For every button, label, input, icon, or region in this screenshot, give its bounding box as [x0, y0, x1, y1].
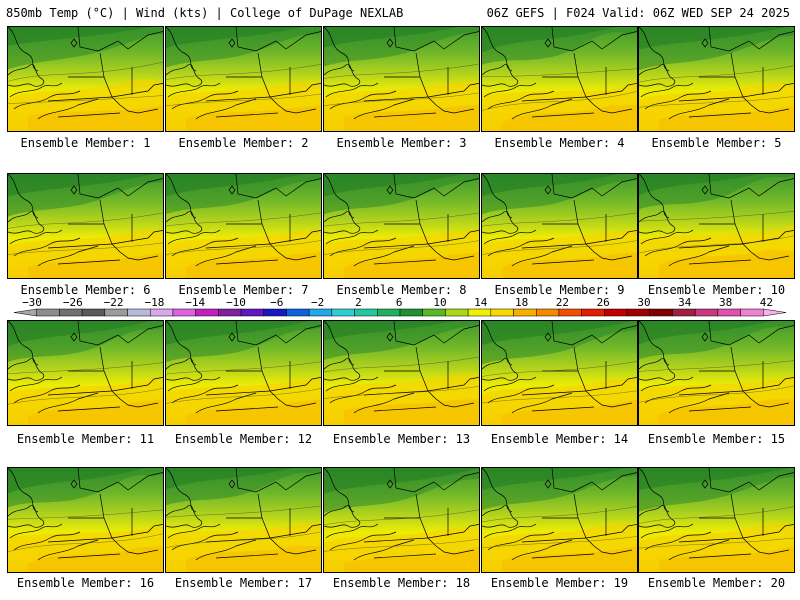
ensemble-member-map	[481, 320, 638, 426]
colorbar-tick-label: −26	[63, 296, 83, 309]
colorbar-swatch	[104, 308, 128, 317]
map-title: 850mb Temp (°C) | Wind (kts) | College o…	[6, 6, 404, 20]
ensemble-member-label: Ensemble Member: 15	[647, 432, 786, 446]
ensemble-member-label: Ensemble Member: 8	[336, 283, 467, 297]
ensemble-member-label: Ensemble Member: 4	[494, 136, 625, 150]
ensemble-member-label: Ensemble Member: 19	[490, 576, 629, 590]
colorbar-swatch	[172, 308, 196, 317]
ensemble-member-label: Ensemble Member: 1	[20, 136, 151, 150]
ensemble-member-label: Ensemble Member: 5	[651, 136, 782, 150]
colorbar-swatch	[513, 308, 537, 317]
colorbar-swatch	[308, 308, 333, 317]
colorbar-swatch	[59, 308, 83, 317]
colorbar-swatch	[263, 308, 287, 317]
colorbar-tick-label: 6	[396, 296, 403, 309]
colorbar-tick-label: 34	[678, 296, 692, 309]
colorbar-swatch	[81, 308, 106, 317]
ensemble-member-map	[323, 320, 480, 426]
ensemble-member-map	[323, 173, 480, 279]
colorbar-tick-label: 30	[637, 296, 650, 309]
colorbar-swatch	[467, 308, 492, 317]
colorbar-tick-label: 10	[433, 296, 446, 309]
ensemble-member-label: Ensemble Member: 11	[16, 432, 155, 446]
colorbar-swatch	[195, 308, 219, 317]
ensemble-member-label: Ensemble Member: 18	[332, 576, 471, 590]
ensemble-member-label: Ensemble Member: 9	[494, 283, 625, 297]
ensemble-member-label: Ensemble Member: 12	[174, 432, 313, 446]
colorbar-swatch	[422, 308, 446, 317]
ensemble-member-map	[165, 26, 322, 132]
temperature-colorbar: −30 −26 −22 −18 −14 −10 −6 −2 2 6 10 14 18 22 26 30 34 38…	[13, 296, 787, 317]
ensemble-member-label: Ensemble Member: 17	[174, 576, 313, 590]
colorbar-swatch	[218, 308, 242, 317]
colorbar-swatch	[127, 308, 151, 317]
ensemble-member-map	[323, 26, 480, 132]
colorbar-tick-label: −30	[22, 296, 42, 309]
ensemble-member-label: Ensemble Member: 16	[16, 576, 155, 590]
colorbar-tick-label: −14	[185, 296, 205, 309]
colorbar-swatch	[399, 308, 423, 317]
colorbar-swatch	[763, 308, 787, 317]
ensemble-member-map	[481, 467, 638, 573]
colorbar-swatch	[626, 308, 651, 317]
ensemble-member-label: Ensemble Member: 6	[20, 283, 151, 297]
colorbar-tick-label: 18	[515, 296, 528, 309]
colorbar-swatch	[649, 308, 673, 317]
ensemble-member-map	[323, 467, 480, 573]
ensemble-member-label: Ensemble Member: 7	[178, 283, 309, 297]
ensemble-member-map	[638, 173, 795, 279]
colorbar-tick-label: 26	[597, 296, 610, 309]
colorbar-tick-label: −18	[144, 296, 164, 309]
colorbar-swatch	[331, 308, 355, 317]
ensemble-member-label: Ensemble Member: 14	[490, 432, 629, 446]
colorbar-tick-label: 14	[474, 296, 488, 309]
colorbar-tick-label: −6	[270, 296, 283, 309]
ensemble-member-map	[165, 320, 322, 426]
ensemble-member-label: Ensemble Member: 10	[647, 283, 786, 297]
colorbar-tick-label: 2	[355, 296, 362, 309]
colorbar-swatch	[558, 308, 582, 317]
ensemble-member-label: Ensemble Member: 2	[178, 136, 309, 150]
colorbar-tick-label: 42	[760, 296, 773, 309]
colorbar-swatch	[149, 308, 174, 317]
ensemble-member-map	[7, 173, 164, 279]
ensemble-member-map	[7, 467, 164, 573]
ensemble-member-map	[7, 320, 164, 426]
colorbar-swatch	[354, 308, 378, 317]
colorbar-swatch	[694, 308, 719, 317]
colorbar-swatch	[445, 308, 469, 317]
ensemble-member-map	[638, 26, 795, 132]
ensemble-member-map	[481, 173, 638, 279]
colorbar-tick-label: 22	[556, 296, 569, 309]
colorbar-swatch	[604, 308, 628, 317]
colorbar-swatch	[240, 308, 265, 317]
colorbar-tick-label: 38	[719, 296, 732, 309]
ensemble-member-label: Ensemble Member: 20	[647, 576, 786, 590]
colorbar-swatch	[581, 308, 605, 317]
colorbar-swatch	[490, 308, 514, 317]
colorbar-tick-label: −22	[104, 296, 124, 309]
model-run-info: 06Z GEFS | F024 Valid: 06Z WED SEP 24 20…	[486, 6, 790, 20]
colorbar-tick-label: −10	[226, 296, 246, 309]
ensemble-member-map	[165, 467, 322, 573]
colorbar-swatch	[740, 308, 764, 317]
ensemble-member-label: Ensemble Member: 13	[332, 432, 471, 446]
colorbar-tick-label: −2	[311, 296, 324, 309]
colorbar-swatch	[535, 308, 560, 317]
colorbar-swatch	[13, 308, 37, 317]
ensemble-member-label: Ensemble Member: 3	[336, 136, 467, 150]
colorbar-swatch	[672, 308, 696, 317]
ensemble-member-map	[638, 467, 795, 573]
colorbar-swatch	[717, 308, 741, 317]
colorbar-swatch	[377, 308, 401, 317]
ensemble-member-map	[7, 26, 164, 132]
colorbar-swatch	[36, 308, 60, 317]
ensemble-member-map	[481, 26, 638, 132]
ensemble-member-map	[165, 173, 322, 279]
colorbar-swatch	[286, 308, 310, 317]
ensemble-member-map	[638, 320, 795, 426]
